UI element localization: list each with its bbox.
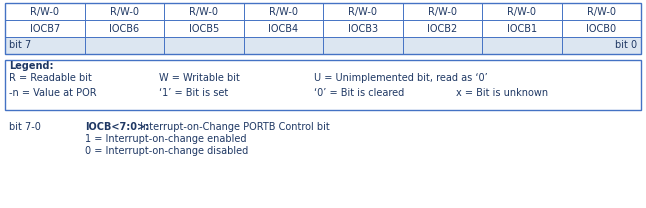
Text: 0 = Interrupt-on-change disabled: 0 = Interrupt-on-change disabled bbox=[85, 146, 248, 156]
Text: IOCB5: IOCB5 bbox=[189, 24, 219, 33]
Text: IOCB7: IOCB7 bbox=[30, 24, 60, 33]
Bar bbox=[5, 3, 641, 54]
Text: R/W-0: R/W-0 bbox=[587, 6, 616, 16]
Text: bit 7-0: bit 7-0 bbox=[9, 122, 41, 132]
Text: Legend:: Legend: bbox=[9, 61, 54, 71]
Bar bbox=[5, 60, 641, 110]
Text: IOCB6: IOCB6 bbox=[109, 24, 140, 33]
Text: IOCB4: IOCB4 bbox=[268, 24, 298, 33]
Text: W = Writable bit: W = Writable bit bbox=[159, 73, 240, 83]
Text: R = Readable bit: R = Readable bit bbox=[9, 73, 92, 83]
Text: IOCB<7:0>:: IOCB<7:0>: bbox=[85, 122, 149, 132]
Text: IOCB0: IOCB0 bbox=[586, 24, 616, 33]
Text: 1 = Interrupt-on-change enabled: 1 = Interrupt-on-change enabled bbox=[85, 134, 247, 144]
Text: R/W-0: R/W-0 bbox=[428, 6, 457, 16]
Text: IOCB3: IOCB3 bbox=[348, 24, 378, 33]
Bar bbox=[5, 20, 641, 37]
Text: R/W-0: R/W-0 bbox=[189, 6, 218, 16]
Text: ‘1’ = Bit is set: ‘1’ = Bit is set bbox=[159, 88, 228, 98]
Text: -n = Value at POR: -n = Value at POR bbox=[9, 88, 97, 98]
Text: IOCB1: IOCB1 bbox=[506, 24, 537, 33]
Text: R/W-0: R/W-0 bbox=[507, 6, 536, 16]
Text: bit 0: bit 0 bbox=[615, 41, 637, 51]
Text: bit 7: bit 7 bbox=[9, 41, 31, 51]
Text: ‘0’ = Bit is cleared: ‘0’ = Bit is cleared bbox=[314, 88, 404, 98]
Text: R/W-0: R/W-0 bbox=[348, 6, 377, 16]
Text: x = Bit is unknown: x = Bit is unknown bbox=[456, 88, 548, 98]
Text: Interrupt-on-Change PORTB Control bit: Interrupt-on-Change PORTB Control bit bbox=[137, 122, 329, 132]
Text: U = Unimplemented bit, read as ‘0’: U = Unimplemented bit, read as ‘0’ bbox=[314, 73, 488, 83]
Text: IOCB2: IOCB2 bbox=[427, 24, 457, 33]
Text: R/W-0: R/W-0 bbox=[110, 6, 139, 16]
Text: R/W-0: R/W-0 bbox=[269, 6, 298, 16]
Text: R/W-0: R/W-0 bbox=[30, 6, 59, 16]
Bar bbox=[5, 37, 641, 54]
Bar bbox=[5, 3, 641, 20]
